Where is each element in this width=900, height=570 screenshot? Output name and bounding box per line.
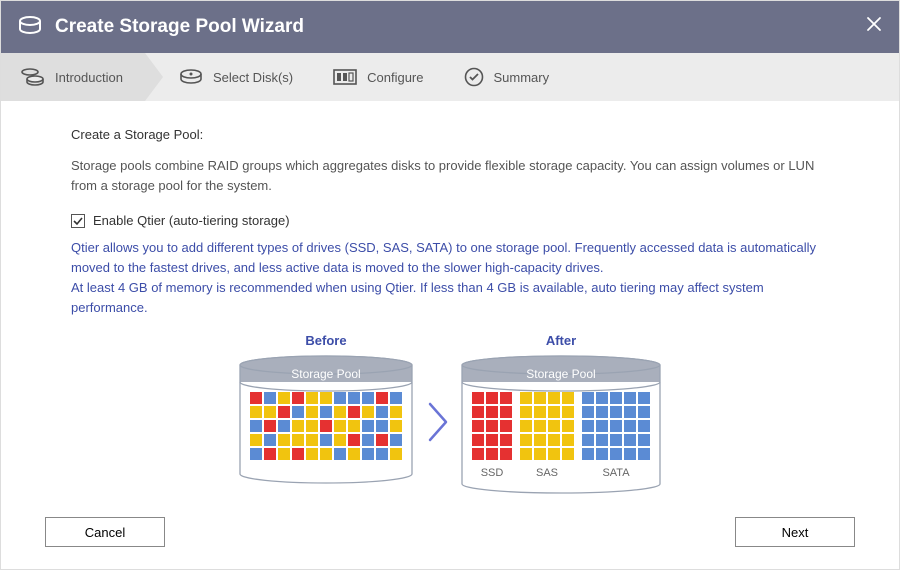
svg-text:SATA: SATA — [602, 467, 630, 479]
window-title: Create Storage Pool Wizard — [55, 16, 304, 38]
next-button[interactable]: Next — [735, 517, 855, 547]
step-bar: Introduction Select Disk(s) Configure Su… — [1, 53, 899, 101]
before-pool-graphic: Storage Pool — [238, 354, 414, 486]
after-label: After — [546, 333, 576, 348]
arrow-icon — [422, 400, 452, 447]
qtier-description: Qtier allows you to add different types … — [71, 238, 829, 319]
storage-pool-icon — [17, 13, 43, 42]
step-label: Select Disk(s) — [213, 70, 293, 85]
cancel-button[interactable]: Cancel — [45, 517, 165, 547]
titlebar: Create Storage Pool Wizard — [1, 1, 899, 53]
checkbox-icon[interactable] — [71, 214, 85, 228]
step-introduction[interactable]: Introduction — [1, 53, 145, 101]
step-label: Introduction — [55, 70, 123, 85]
step-label: Configure — [367, 70, 423, 85]
tiering-diagram: Before Storage Pool After Storage Pool SS… — [71, 333, 829, 496]
before-panel: Before Storage Pool — [238, 333, 414, 486]
svg-text:SSD: SSD — [481, 467, 504, 479]
after-panel: After Storage Pool SSD SAS SATA — [460, 333, 662, 496]
wizard-window: Create Storage Pool Wizard Introduction … — [0, 0, 900, 570]
footer: Cancel Next — [1, 505, 899, 569]
after-pool-graphic: Storage Pool SSD SAS SATA — [460, 354, 662, 496]
qtier-checkbox-row[interactable]: Enable Qtier (auto-tiering storage) — [71, 213, 829, 228]
section-heading: Create a Storage Pool: — [71, 127, 829, 142]
configure-icon — [333, 69, 357, 85]
step-summary[interactable]: Summary — [446, 53, 572, 101]
svg-text:Storage Pool: Storage Pool — [526, 367, 595, 381]
qtier-desc-line2: At least 4 GB of memory is recommended w… — [71, 278, 829, 318]
content-area: Create a Storage Pool: Storage pools com… — [1, 101, 899, 505]
checkbox-label: Enable Qtier (auto-tiering storage) — [93, 213, 290, 228]
before-label: Before — [305, 333, 346, 348]
step-select-disks[interactable]: Select Disk(s) — [145, 53, 315, 101]
stacked-disks-icon — [19, 67, 45, 87]
disk-icon — [179, 68, 203, 86]
step-label: Summary — [494, 70, 550, 85]
step-configure[interactable]: Configure — [315, 53, 445, 101]
close-icon[interactable] — [865, 15, 883, 36]
section-description: Storage pools combine RAID groups which … — [71, 156, 829, 195]
qtier-desc-line1: Qtier allows you to add different types … — [71, 238, 829, 278]
svg-text:SAS: SAS — [536, 467, 558, 479]
svg-text:Storage Pool: Storage Pool — [291, 367, 360, 381]
check-circle-icon — [464, 67, 484, 87]
